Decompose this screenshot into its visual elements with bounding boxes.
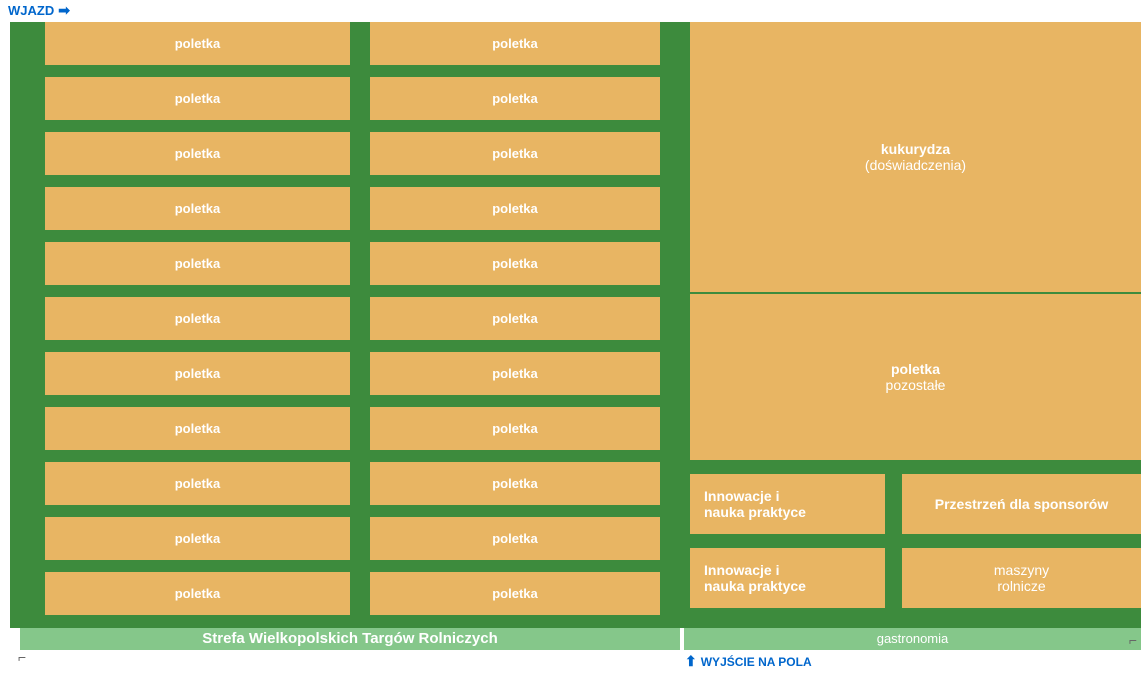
sponsorow-line1: Przestrzeń dla sponsorów <box>935 496 1108 512</box>
field-area: poletka poletka poletka poletka poletka … <box>10 22 1141 628</box>
pozostale-line2: pozostałe <box>886 377 946 393</box>
innowacje1-line2: nauka praktyce <box>704 504 871 520</box>
innowacje2-line2: nauka praktyce <box>704 578 871 594</box>
maszyny-block: maszyny rolnicze <box>902 548 1141 608</box>
plot-mid-10: poletka <box>370 572 660 615</box>
plot-mid-0: poletka <box>370 22 660 65</box>
footer-bar: Strefa Wielkopolskich Targów Rolniczych … <box>20 628 1141 650</box>
plot-mid-9: poletka <box>370 517 660 560</box>
corner-mark-bl: ⌐ <box>18 649 26 665</box>
plot-mid-3: poletka <box>370 187 660 230</box>
plot-left-1: poletka <box>45 77 350 120</box>
plot-mid-1: poletka <box>370 77 660 120</box>
entry-text: WJAZD <box>8 3 54 18</box>
maszyny-line2: rolnicze <box>997 578 1045 594</box>
footer-left: Strefa Wielkopolskich Targów Rolniczych <box>20 628 680 650</box>
plot-left-8: poletka <box>45 462 350 505</box>
plot-left-2: poletka <box>45 132 350 175</box>
plot-left-5: poletka <box>45 297 350 340</box>
plot-left-10: poletka <box>45 572 350 615</box>
maszyny-line1: maszyny <box>994 562 1049 578</box>
plot-mid-2: poletka <box>370 132 660 175</box>
entry-label: WJAZD ➡ <box>8 2 70 19</box>
corner-mark-br: ⌐ <box>1129 632 1137 648</box>
plot-left-4: poletka <box>45 242 350 285</box>
pozostale-block: poletka pozostałe <box>690 294 1141 460</box>
exit-label: ⬆ WYJŚCIE NA POLA <box>685 653 812 670</box>
arrow-right-icon: ➡ <box>58 2 70 19</box>
innowacje1-line1: Innowacje i <box>704 488 871 504</box>
plot-left-0: poletka <box>45 22 350 65</box>
pozostale-line1: poletka <box>891 361 940 377</box>
arrow-up-icon: ⬆ <box>685 653 697 670</box>
left-plots-column: poletka poletka poletka poletka poletka … <box>45 22 350 615</box>
innowacje2-line1: Innowacje i <box>704 562 871 578</box>
innowacje-block-1: Innowacje i nauka praktyce <box>690 474 885 534</box>
plot-left-3: poletka <box>45 187 350 230</box>
footer-right: gastronomia <box>684 628 1141 650</box>
plot-mid-4: poletka <box>370 242 660 285</box>
sponsorow-block: Przestrzeń dla sponsorów <box>902 474 1141 534</box>
plot-mid-5: poletka <box>370 297 660 340</box>
innowacje-block-2: Innowacje i nauka praktyce <box>690 548 885 608</box>
plot-mid-7: poletka <box>370 407 660 450</box>
mid-plots-column: poletka poletka poletka poletka poletka … <box>370 22 660 615</box>
exit-text: WYJŚCIE NA POLA <box>701 655 812 669</box>
plot-mid-6: poletka <box>370 352 660 395</box>
kukurydza-block: kukurydza (doświadczenia) <box>690 22 1141 292</box>
kukurydza-line1: kukurydza <box>881 141 950 157</box>
plot-mid-8: poletka <box>370 462 660 505</box>
plot-left-7: poletka <box>45 407 350 450</box>
kukurydza-line2: (doświadczenia) <box>865 157 966 173</box>
plot-left-9: poletka <box>45 517 350 560</box>
plot-left-6: poletka <box>45 352 350 395</box>
